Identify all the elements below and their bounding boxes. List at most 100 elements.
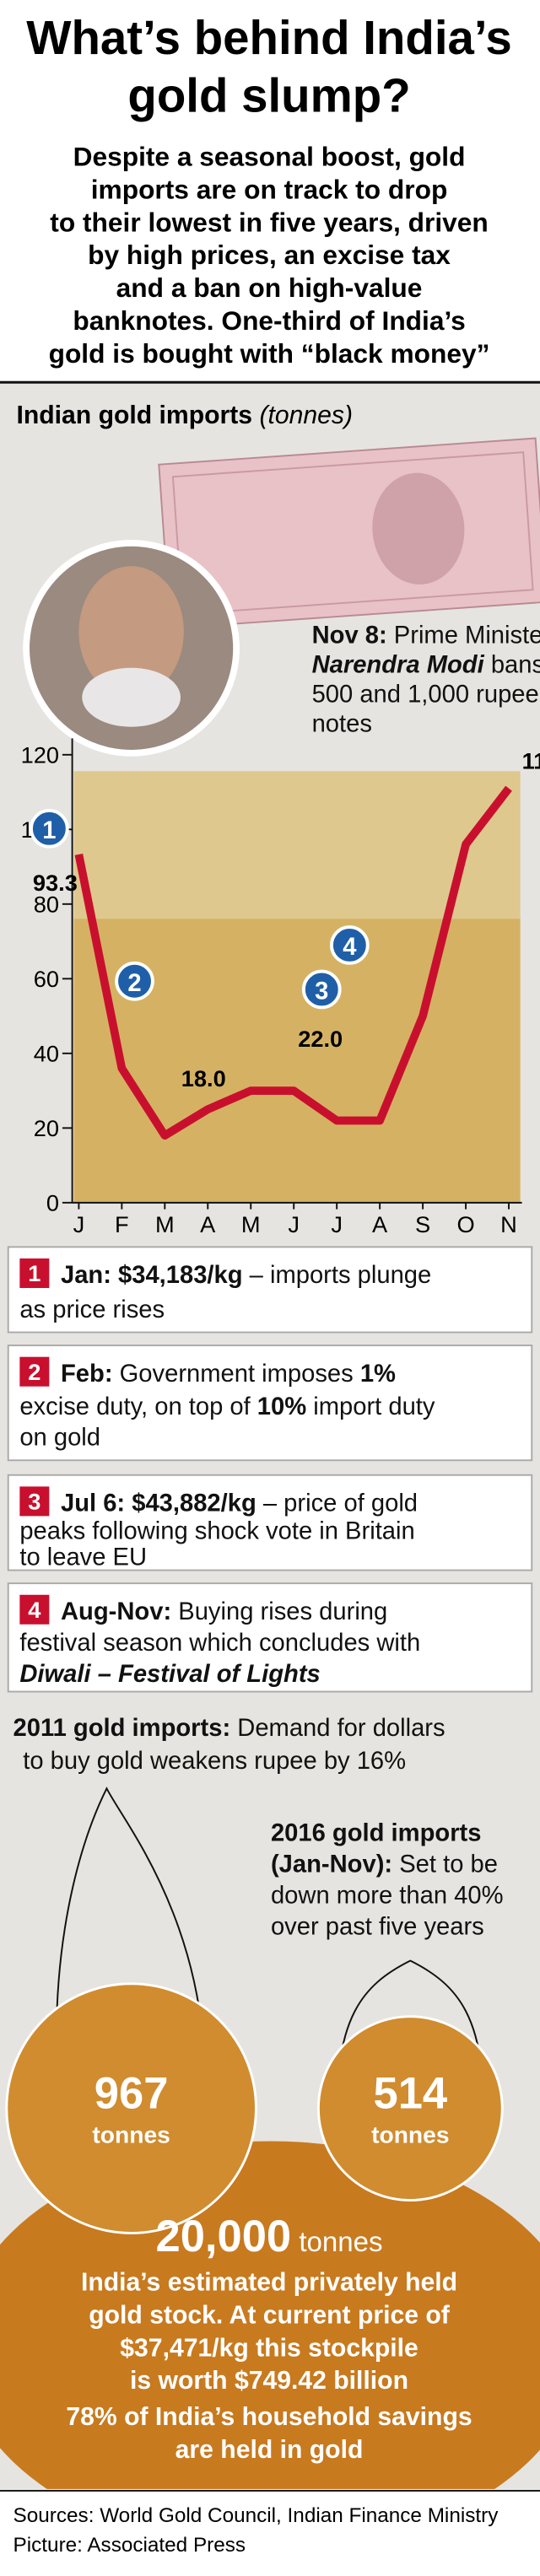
circle-2011	[5, 1982, 257, 2234]
note-box	[7, 1582, 533, 1693]
x-tick-label: F	[115, 1211, 129, 1237]
value-label: 93.3	[33, 870, 78, 896]
stock-line: are held in gold	[176, 2436, 364, 2464]
picture-credit: Picture: Associated Press	[14, 2534, 246, 2557]
value-label: 111	[522, 747, 540, 773]
imports-2011-text: 2011 gold imports: Demand for dollars	[14, 1715, 446, 1742]
x-tick-label: J	[73, 1211, 85, 1237]
note-line: Jan: $34,183/kg – imports plunge	[61, 1262, 431, 1289]
x-tick-label: M	[155, 1211, 175, 1237]
gold-bars-image	[73, 919, 521, 1203]
value-label: 18.0	[181, 1065, 226, 1091]
note-line: to leave EU	[19, 1544, 147, 1571]
amount-2011: 967	[94, 2069, 169, 2119]
event-marker	[330, 925, 370, 965]
imports-2016-text: 2016 gold imports (Jan-Nov): Set to be d…	[271, 1820, 504, 1941]
chart-title: Indian gold imports (tonnes)	[16, 401, 353, 429]
event-marker	[30, 808, 69, 849]
subtitle-line: Despite a seasonal boost, gold	[73, 141, 466, 171]
x-tick-label: N	[500, 1211, 517, 1237]
imports-2011-text: to buy gold weakens rupee by 16%	[23, 1748, 406, 1775]
banknote-portrait	[372, 472, 465, 585]
note-number: 4	[28, 1597, 40, 1623]
photo-beard	[82, 667, 181, 727]
stock-area	[0, 2141, 540, 2552]
subtitle: Despite a seasonal boost, gold imports a…	[49, 141, 490, 368]
x-tick-label: O	[456, 1211, 474, 1237]
note: 4 Aug-Nov: Buying rises during festival …	[7, 1582, 533, 1693]
x-tick-label: J	[331, 1211, 343, 1237]
stock-text: India’s estimated privately held gold st…	[66, 2269, 472, 2464]
photo-face	[78, 566, 184, 698]
note-line: as price rises	[19, 1296, 165, 1323]
subtitle-line: and a ban on high-value	[116, 272, 423, 303]
y-tick-label: 20	[34, 1115, 59, 1141]
x-tick-label: S	[415, 1211, 430, 1237]
event-marker	[115, 961, 154, 1001]
unit-2016: tonnes	[371, 2121, 449, 2148]
event-number: 1	[42, 817, 56, 844]
note-box	[7, 1474, 533, 1571]
y-tick-label: 60	[34, 966, 59, 992]
note-line: on gold	[19, 1425, 100, 1452]
y-tick-label: 40	[34, 1041, 59, 1067]
event-number: 4	[343, 934, 357, 961]
unit-2011: tonnes	[92, 2121, 170, 2148]
note-line: excise duty, on top of 10% import duty	[19, 1393, 435, 1420]
subtitle-line: to their lowest in five years, driven	[50, 207, 489, 237]
event-number: 3	[315, 978, 328, 1005]
imports-2016-line: down more than 40%	[271, 1882, 504, 1909]
imports-2016-line: over past five years	[271, 1913, 484, 1940]
connector	[335, 1959, 485, 2117]
imports-2016-line: (Jan-Nov): Set to be	[271, 1851, 498, 1878]
amount-2016: 514	[374, 2069, 448, 2119]
note-line: Feb: Government imposes 1%	[61, 1361, 396, 1388]
note-line: peaks following shock vote in Britain	[19, 1518, 414, 1545]
x-tick-label: J	[288, 1211, 300, 1237]
event-number: 2	[127, 970, 141, 997]
banknote	[158, 437, 540, 629]
value-label: 22.0	[298, 1026, 343, 1052]
subtitle-line: by high prices, an excise tax	[88, 240, 451, 270]
modi-note: Nov 8: Prime Minister Narendra Modi bans…	[312, 622, 540, 738]
note-line: Diwali – Festival of Lights	[19, 1661, 320, 1688]
connector	[55, 1786, 207, 2084]
modi-note-line: Nov 8: Prime Minister	[312, 622, 540, 649]
stock-line: $37,471/kg this stockpile	[120, 2334, 418, 2362]
modi-note-line: 500 and 1,000 rupee	[312, 682, 539, 709]
x-tick-label: A	[200, 1211, 216, 1237]
note-number: 2	[28, 1359, 40, 1385]
y-tick-label: 120	[21, 742, 59, 768]
banknote-border	[171, 451, 534, 616]
stock-line: is worth $749.42 billion	[130, 2367, 408, 2395]
note-number: 1	[28, 1260, 40, 1286]
stock-line: gold stock. At current price of	[89, 2301, 451, 2329]
note-line: Aug-Nov: Buying rises during	[61, 1598, 387, 1625]
data-line	[74, 785, 512, 1140]
note-box	[7, 1246, 533, 1334]
subtitle-line: imports are on track to drop	[91, 174, 448, 204]
y-tick-label: 80	[34, 892, 59, 918]
title: What’s behind India’s	[26, 11, 512, 64]
subtitle-line: banknotes. One-third of India’s	[73, 305, 465, 336]
x-tick-label: A	[372, 1211, 388, 1237]
note-badge	[19, 1594, 50, 1625]
circle-2016	[316, 2015, 504, 2202]
modi-note-line: Narendra Modi bans	[312, 652, 540, 679]
note-box	[7, 1345, 533, 1462]
footer-bg	[0, 2488, 540, 2576]
title: gold slump?	[127, 68, 410, 121]
stock-line: 78% of India’s household savings	[66, 2403, 472, 2431]
stock-line: India’s estimated privately held	[81, 2269, 457, 2297]
sources: Sources: World Gold Council, Indian Fina…	[14, 2504, 500, 2527]
note: 1 Jan: $34,183/kg – imports plunge as pr…	[7, 1246, 533, 1334]
note-line: Jul 6: $43,882/kg – price of gold	[61, 1490, 418, 1517]
note-line: festival season which concludes with	[19, 1630, 420, 1657]
note-badge	[19, 1258, 50, 1288]
subtitle-line: gold is bought with “black money”	[49, 338, 490, 369]
event-marker	[301, 969, 342, 1010]
y-tick-label: 0	[46, 1190, 59, 1216]
x-tick-label: M	[241, 1211, 261, 1237]
